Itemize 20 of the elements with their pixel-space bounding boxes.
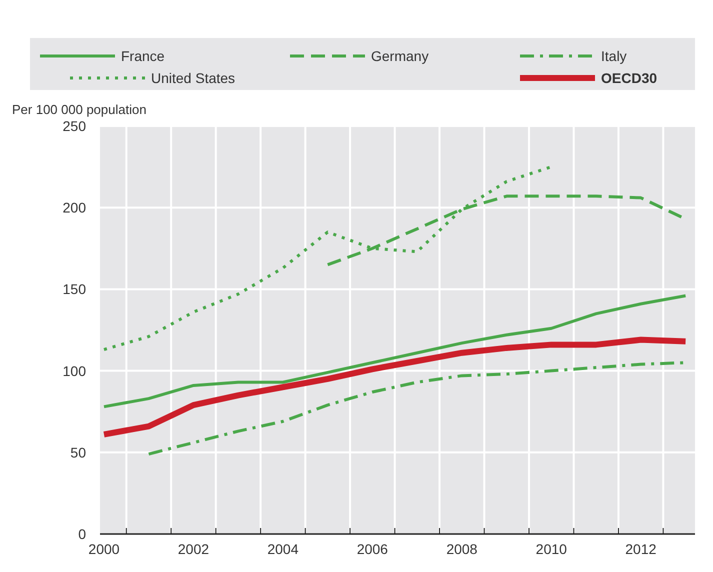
y-tick-label: 100	[62, 362, 86, 379]
legend-label: United States	[151, 70, 236, 86]
y-tick-label: 50	[70, 444, 86, 460]
x-tick-label: 2008	[446, 541, 478, 557]
y-axis-title: Per 100 000 population	[12, 102, 146, 117]
y-tick-label: 0	[78, 526, 86, 542]
legend-label: Germany	[371, 48, 429, 64]
legend-label: France	[121, 48, 165, 64]
x-tick-label: 2006	[356, 541, 388, 557]
x-tick-label: 2012	[625, 541, 657, 557]
y-tick-label: 150	[62, 281, 86, 298]
x-tick-label: 2004	[267, 541, 299, 557]
y-tick-label: 250	[62, 118, 86, 134]
legend-label: Italy	[601, 48, 627, 64]
legend-label: OECD30	[601, 70, 658, 86]
line-series	[102, 294, 688, 408]
y-tick-label: 200	[62, 200, 86, 216]
x-tick-label: 2010	[536, 541, 568, 557]
x-tick-label: 2000	[88, 541, 120, 557]
x-tick-label: 2002	[178, 541, 210, 557]
